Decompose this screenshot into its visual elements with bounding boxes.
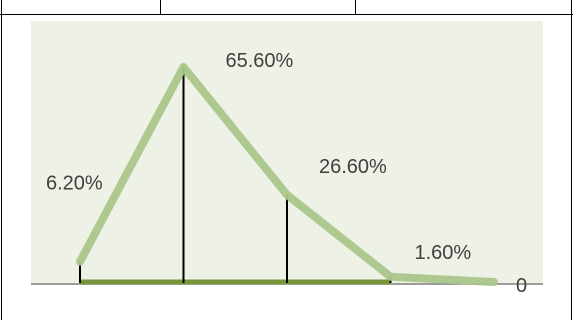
axis-end-label: 0 xyxy=(516,275,527,297)
data-label-4: 1.60% xyxy=(415,242,472,264)
chart-layer: 6.20% 65.60% 26.60% 1.60% 0 xyxy=(31,50,543,297)
data-label-1: 6.20% xyxy=(46,173,103,195)
data-label-3: 26.60% xyxy=(319,156,387,178)
data-label-2: 65.60% xyxy=(226,50,294,72)
